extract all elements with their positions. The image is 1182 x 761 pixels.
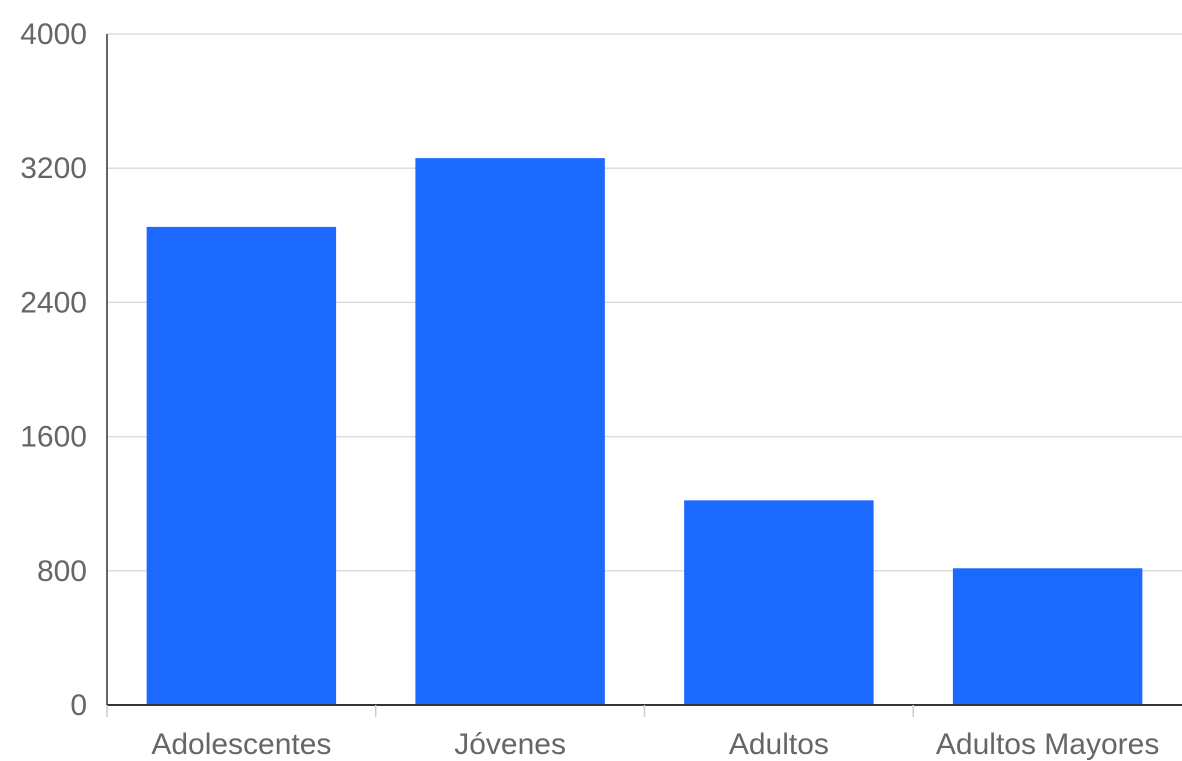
y-tick-label: 4000 bbox=[20, 18, 87, 51]
x-tick-label: Adolescentes bbox=[151, 728, 331, 761]
x-tick-label: Jóvenes bbox=[454, 728, 566, 761]
y-tick-label: 0 bbox=[70, 689, 87, 722]
bars bbox=[146, 158, 1143, 705]
x-tick-label: Adultos bbox=[729, 728, 829, 761]
x-tick-labels: Adolescentes Jóvenes Adultos Adultos Mayore… bbox=[151, 728, 1159, 761]
y-tick-labels: 0 800 1600 2400 3200 4000 bbox=[20, 18, 87, 722]
bar-adolescentes bbox=[146, 226, 337, 705]
y-tick-label: 1600 bbox=[20, 421, 87, 454]
y-tick-label: 3200 bbox=[20, 152, 87, 185]
bar-adultos bbox=[684, 500, 874, 705]
bar-adultos-mayores bbox=[952, 568, 1143, 705]
axes bbox=[106, 34, 1182, 717]
y-tick-label: 800 bbox=[37, 555, 87, 588]
x-tick-label: Adultos Mayores bbox=[936, 728, 1159, 761]
y-tick-label: 2400 bbox=[20, 286, 87, 319]
bar-j-venes bbox=[415, 158, 605, 705]
